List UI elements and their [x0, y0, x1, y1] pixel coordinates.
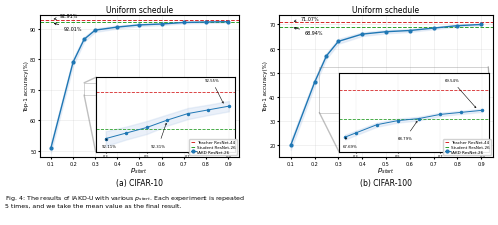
Bar	[319, 68, 488, 113]
Title: Uniform schedule: Uniform schedule	[353, 6, 419, 15]
X-axis label: $p_{start}$: $p_{start}$	[130, 166, 148, 175]
Text: 68.94%: 68.94%	[294, 28, 324, 36]
Y-axis label: Top-1 accuracy(%): Top-1 accuracy(%)	[24, 61, 29, 112]
Text: Fig. 4: The results of IAKD-U with various $p_{start}$. Each experiment is repea: Fig. 4: The results of IAKD-U with vario…	[5, 194, 245, 208]
Legend: Teacher ResNet-44, Student ResNet-26, IAKD ResNet-26: Teacher ResNet-44, Student ResNet-26, IA…	[189, 139, 237, 155]
Text: (b) CIFAR-100: (b) CIFAR-100	[360, 178, 412, 187]
Y-axis label: Top-1 accuracy(%): Top-1 accuracy(%)	[263, 61, 268, 112]
Title: Uniform schedule: Uniform schedule	[106, 6, 173, 15]
Text: 71.07%: 71.07%	[294, 17, 319, 23]
Bar	[84, 83, 235, 96]
Legend: Teacher ResNet-44, Student ResNet-26, IAKD ResNet-26: Teacher ResNet-44, Student ResNet-26, IA…	[443, 139, 491, 155]
X-axis label: $p_{start}$: $p_{start}$	[377, 166, 395, 175]
Text: 92.01%: 92.01%	[54, 24, 83, 32]
Text: 92.91%: 92.91%	[54, 14, 78, 20]
Text: (a) CIFAR-10: (a) CIFAR-10	[116, 178, 163, 187]
